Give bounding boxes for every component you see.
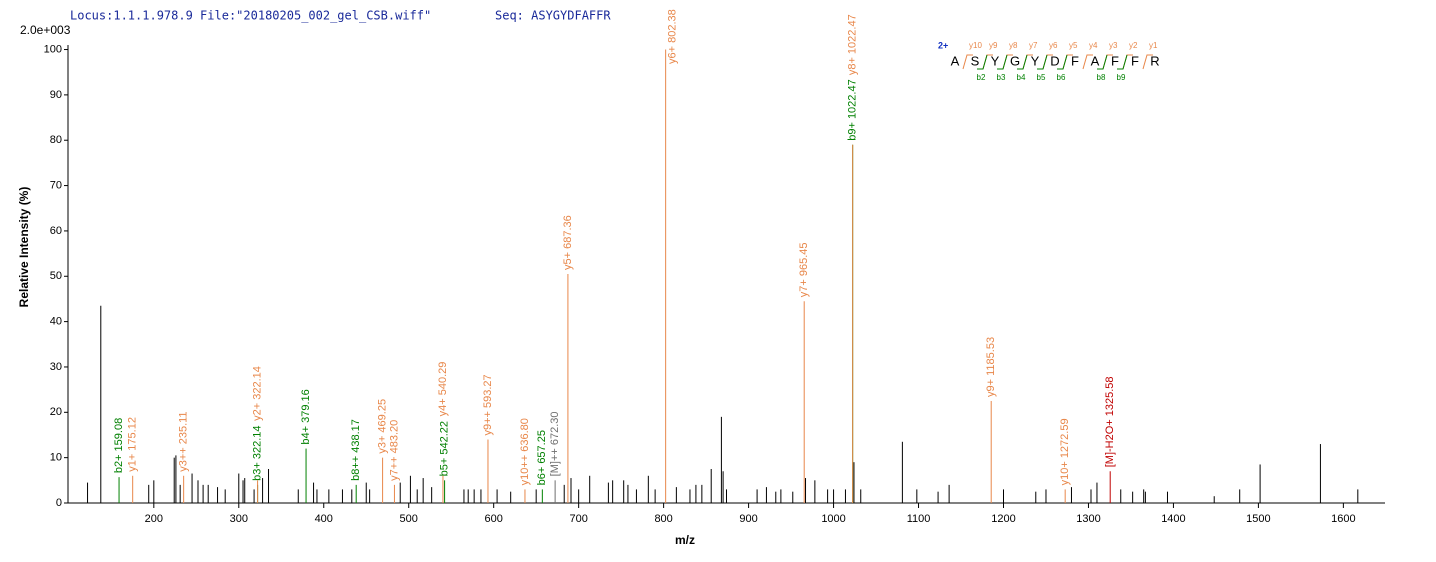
residue: A [951,53,960,68]
b-ion-label: b2 [977,73,986,82]
header-seq: Seq: ASYGYDFAFFR [495,9,611,23]
x-tick-label: 300 [230,513,248,525]
residue: R [1150,53,1159,68]
y-ion-label: y9 [989,41,998,50]
b-ion-label: b9 [1117,73,1126,82]
x-tick-label: 200 [145,513,163,525]
peak-label: b9+ 1022.47 [847,79,859,140]
peak-label: y10++ 636.80 [519,418,531,485]
peak-label: b3+ 322.14 [252,425,264,480]
x-tick-label: 600 [485,513,503,525]
cleavage-bracket [962,54,973,70]
residue: F [1131,53,1139,68]
peak-label: [M]++ 672.30 [549,411,561,476]
residue: G [1010,53,1020,68]
x-tick-label: 1600 [1331,513,1355,525]
y-tick-label: 70 [50,179,62,191]
y-scale-label: 2.0e+003 [20,23,71,37]
x-tick-label: 1500 [1246,513,1270,525]
y-tick-label: 50 [50,270,62,282]
cleavage-bracket [1117,54,1128,70]
header-locus: Locus:1.1.1.978.9 File:"20180205_002_gel… [70,9,431,23]
cleavage-bracket [1037,54,1048,70]
peak-label: y8+ 1022.47 [847,14,859,75]
x-tick-label: 1400 [1161,513,1185,525]
charge: 2+ [938,40,948,50]
b-ion-label: b5 [1037,73,1046,82]
peak-label: y3++ 235.11 [178,411,190,471]
y-tick-label: 90 [50,89,62,101]
y-axis-title: Relative Intensity (%) [17,187,31,308]
residue: Y [991,53,1000,68]
residue: A [1091,53,1100,68]
y-tick-label: 60 [50,225,62,237]
y-ion-label: y4 [1089,41,1098,50]
peak-label: y6+ 802.38 [667,9,679,64]
y-ion-label: y2 [1129,41,1138,50]
cleavage-bracket [1017,54,1028,70]
y-tick-label: 20 [50,406,62,418]
cleavage-bracket [1057,54,1068,70]
cleavage-bracket [1142,54,1153,70]
x-tick-label: 700 [569,513,587,525]
peak-label: b4+ 379.16 [300,389,312,444]
residue: S [971,53,980,68]
peak-label: y7++ 483.20 [388,420,400,481]
peak-label: b6+ 657.25 [536,430,548,485]
x-tick-label: 500 [400,513,418,525]
b-ion-label: b8 [1097,73,1106,82]
x-tick-label: 1200 [991,513,1015,525]
b-ion-label: b4 [1017,73,1026,82]
y-ion-label: y6 [1049,41,1058,50]
residue: F [1111,53,1119,68]
residue: F [1071,53,1079,68]
x-tick-label: 1100 [907,513,931,525]
y-ion-label: y1 [1149,41,1158,50]
y-ion-label: y3 [1109,41,1118,50]
y-ion-label: y5 [1069,41,1078,50]
y-tick-label: 0 [56,497,62,509]
x-tick-label: 900 [739,513,757,525]
peak-label: y1+ 175.12 [127,417,139,472]
peak-label: y5+ 687.36 [562,215,574,270]
y-tick-label: 80 [50,134,62,146]
peak-label: y10+ 1272.59 [1059,418,1071,485]
x-tick-label: 1300 [1076,513,1100,525]
x-axis-title: m/z [675,533,695,547]
peak-label: y9+ 1185.53 [985,337,997,397]
y-tick-label: 10 [50,452,62,464]
cleavage-bracket [977,54,988,70]
peak-label: y7+ 965.45 [798,242,810,297]
y-ion-label: y10 [969,41,982,50]
x-tick-label: 1000 [821,513,845,525]
b-ion-label: b3 [997,73,1006,82]
residue: D [1050,53,1059,68]
peak-label: y2+ 322.14 [252,366,264,421]
cleavage-bracket [997,54,1008,70]
residue: Y [1031,53,1040,68]
y-tick-label: 30 [50,361,62,373]
peak-label: y4+ 540.29 [437,362,449,417]
y-tick-label: 100 [44,43,62,55]
peak-label: b2+ 159.08 [113,418,125,473]
peak-label: [M]-H2O+ 1325.58 [1104,376,1116,467]
peak-label: b8++ 438.17 [350,419,362,481]
cleavage-bracket [1097,54,1108,70]
peak-label: y9++ 593.27 [482,374,494,435]
peak-label: y3+ 469.25 [376,399,388,454]
y-ion-label: y7 [1029,41,1038,50]
y-tick-label: 40 [50,316,62,328]
b-ion-label: b6 [1057,73,1066,82]
cleavage-bracket [1082,54,1093,70]
x-tick-label: 400 [315,513,333,525]
x-tick-label: 800 [654,513,672,525]
y-ion-label: y8 [1009,41,1018,50]
peak-label: b5+ 542.22 [439,421,451,476]
